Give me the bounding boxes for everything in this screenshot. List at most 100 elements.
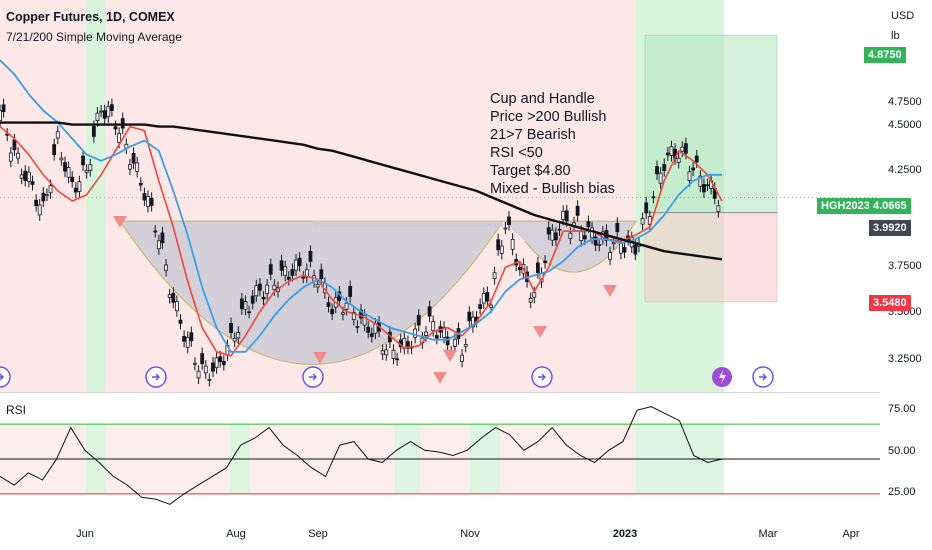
candle-body [138,183,143,186]
candle-body [384,349,389,356]
price-tick-label: 4.2500 [888,164,922,176]
indicator-legend[interactable]: 7/21/200 Simple Moving Average [6,30,182,44]
candle-body [395,358,400,361]
candle-body [546,227,551,235]
candle-body [110,104,114,111]
candle-body [492,272,497,280]
candle-body [434,335,439,339]
candle-body [680,146,685,152]
candle-body [452,338,457,347]
candle-body [19,174,24,179]
rsi-tick-label: 50.00 [888,445,916,457]
candle-body [102,110,107,119]
candle-body [694,155,699,163]
candle-body [254,285,259,297]
candle-body [37,204,42,216]
candle-body [366,326,371,333]
candle-body [481,293,486,304]
candle-body [189,332,194,342]
candle-body [496,239,501,251]
candle-body [676,157,681,163]
candle-body [662,164,667,171]
candle-body [579,230,584,241]
chart-title[interactable]: Copper Futures, 1D, COMEX [6,10,175,24]
event-marker-icon[interactable] [0,366,11,388]
candle-body [698,175,703,187]
candle-body [687,171,692,181]
candle-body [644,202,649,214]
candle-body [431,321,436,332]
candle-body [362,314,367,326]
candle-body [70,176,75,182]
candle-body [380,350,385,355]
candle-body [586,221,591,228]
candle-body [95,112,100,121]
bullish-background [86,0,106,392]
price-tick-label: 4.7500 [888,96,922,108]
candle-body [286,276,291,280]
target-price-badge[interactable]: 4.8750 [864,47,906,63]
candle-body [232,337,237,342]
unit-label: lb [891,30,900,42]
entry-price-badge[interactable]: 3.9920 [869,220,911,236]
candle-body [221,360,226,366]
candle-body [153,230,158,233]
candle-body [507,216,511,225]
candle-body [265,284,270,295]
candle-body [503,227,508,230]
analysis-note[interactable]: Cup and Handle Price >200 Bullish 21>7 B… [490,90,615,198]
last-price-badge[interactable]: 4.0665 [869,198,911,214]
candle-body [243,301,248,310]
cup-top [313,221,503,228]
candle-body [279,260,284,271]
time-tick-label: Sep [308,528,328,540]
candle-body [330,309,335,315]
candle-body [63,162,67,172]
candle-body [247,311,251,314]
event-arrow-icon [152,373,160,381]
candle-body [268,264,273,275]
candle-body [113,126,118,130]
candle-body [416,314,421,326]
candle-body [590,227,594,239]
stop-price-badge[interactable]: 3.5480 [869,295,911,311]
time-tick-label: Aug [226,528,246,540]
candle-body [665,152,670,156]
candle-body [160,232,165,244]
note-line: 21>7 Bearish [490,127,576,143]
candle-body [557,228,562,231]
candle-body [478,304,483,309]
event-arrow-icon [0,373,4,381]
symbol-badge[interactable]: HGH2023 [817,198,874,214]
candle-body [149,197,154,206]
candle-body [355,325,360,328]
candle-body [561,210,566,220]
candle-body [705,184,710,187]
candle-body [691,167,696,171]
candle-body [359,309,363,319]
sell-signal-marker [433,372,447,384]
candle-body [427,306,432,317]
candle-body [622,246,627,253]
candle-body [185,337,190,348]
candle-body [171,292,176,303]
candle-body [142,193,147,201]
rsi-legend[interactable]: RSI [6,403,27,417]
candle-body [81,155,85,166]
candle-body [135,162,140,172]
candle-body [597,243,602,246]
candle-body [499,245,504,254]
candle-body [550,229,555,241]
candle-body [236,332,241,339]
candle-body [297,257,302,267]
candle-body [564,210,569,222]
candle-body [0,110,2,121]
candle-body [351,312,356,320]
candle-body [164,264,168,271]
candle-body [250,295,255,304]
candle-body [615,222,620,233]
candle-body [174,301,179,312]
sell-signal-marker [113,216,127,228]
